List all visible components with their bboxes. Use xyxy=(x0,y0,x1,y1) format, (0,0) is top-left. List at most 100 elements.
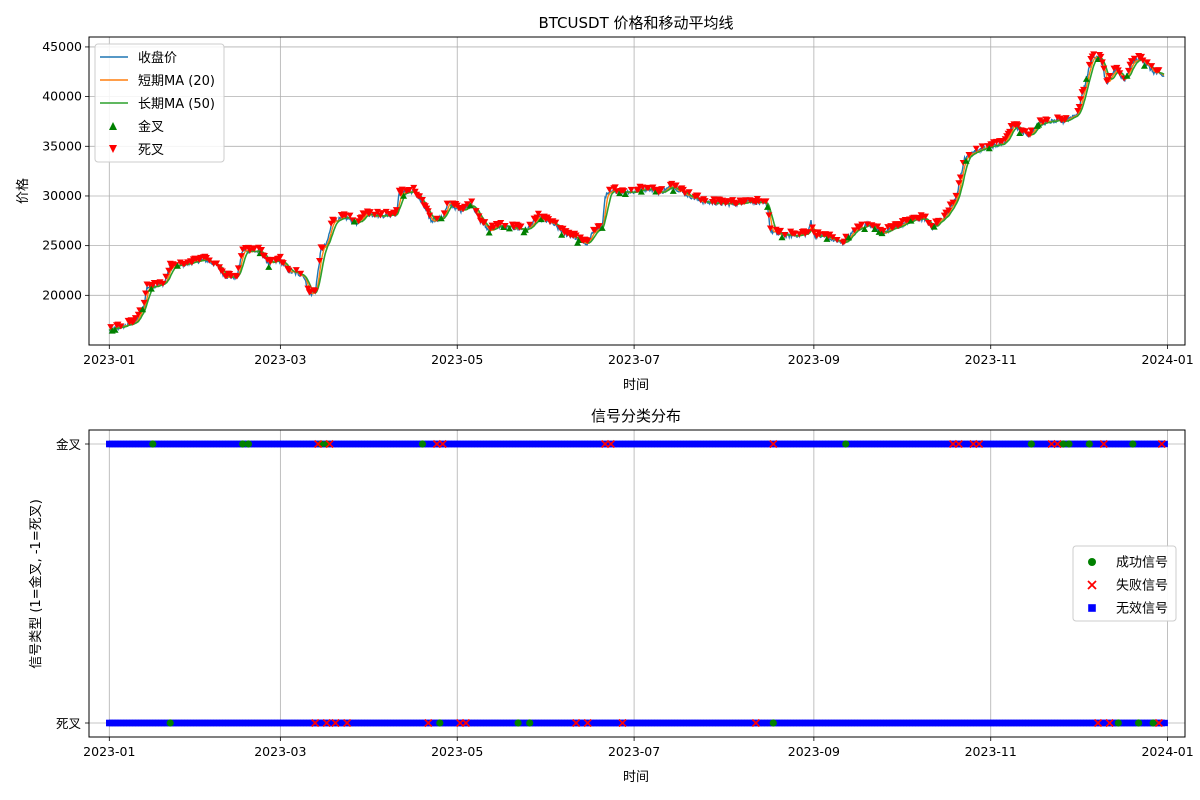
legend-marker-label-0: 金叉 xyxy=(138,119,164,135)
success-signal-point xyxy=(418,440,427,448)
legend-marker-1 xyxy=(109,145,117,153)
death-cross-marker xyxy=(443,200,451,207)
death-cross-marker xyxy=(952,192,960,199)
golden-cross-marker xyxy=(500,223,508,230)
golden-cross-marker xyxy=(521,226,529,233)
death-cross-marker xyxy=(1143,59,1151,66)
death-cross-marker xyxy=(285,267,293,274)
failed-signal-point xyxy=(322,718,331,728)
signal-legend-label-1: 失败信号 xyxy=(1116,579,1168,594)
death-cross-marker xyxy=(1043,117,1051,124)
success-signal-point xyxy=(1065,440,1073,448)
price-y-tick-label: 25000 xyxy=(42,238,82,253)
death-cross-marker xyxy=(142,290,150,297)
failed-signal-point xyxy=(1093,718,1103,728)
price-y-tick-label: 30000 xyxy=(42,188,82,203)
signal-chart-title: 信号分类分布 xyxy=(591,407,681,425)
death-cross-marker xyxy=(162,273,170,280)
signal-x-tick-label: 2023-11 xyxy=(965,744,1017,759)
death-cross-marker xyxy=(1075,104,1083,111)
price-chart-xlabel: 时间 xyxy=(623,378,649,393)
death-cross-marker xyxy=(1006,128,1014,135)
failed-signal-point xyxy=(1105,718,1114,728)
death-cross-marker xyxy=(366,209,374,216)
golden-cross-marker xyxy=(558,231,566,238)
death-cross-marker xyxy=(405,187,413,194)
death-cross-marker xyxy=(1022,128,1030,135)
golden-cross-marker xyxy=(823,235,831,242)
failed-signal-point xyxy=(948,439,958,449)
legend-label-1: 短期MA (20) xyxy=(138,74,215,89)
failed-signal-stroke xyxy=(948,439,958,449)
death-cross-marker xyxy=(378,210,386,217)
golden-cross-marker xyxy=(907,217,915,224)
death-cross-marker xyxy=(679,186,687,193)
death-cross-marker xyxy=(694,192,702,199)
failed-signal-point xyxy=(954,439,963,449)
death-cross-marker xyxy=(424,208,432,215)
failed-signal-point xyxy=(311,718,320,728)
death-cross-marker xyxy=(411,188,419,195)
death-cross-marker xyxy=(234,265,242,272)
success-signal-point xyxy=(1027,440,1035,448)
legend-invalid-marker xyxy=(1088,604,1096,612)
failed-signal-stroke xyxy=(1105,718,1114,728)
death-cross-marker xyxy=(672,182,680,189)
death-cross-marker xyxy=(711,199,719,206)
price-chart-ticks: 2023-01 2023-03 2023-05 2023-07 2023-09 2023-… xyxy=(42,39,1193,367)
success-signal-point xyxy=(1059,440,1067,448)
death-cross-marker xyxy=(733,200,741,207)
success-signal-point xyxy=(1129,440,1137,448)
golden-cross-marker xyxy=(466,202,474,209)
death-cross-marker xyxy=(945,207,953,214)
golden-cross-marker xyxy=(139,306,147,313)
death-cross-marker xyxy=(1027,127,1035,134)
failed-signal-stroke xyxy=(1047,439,1056,449)
price-x-tick-label: 2023-07 xyxy=(608,352,660,367)
death-cross-marker xyxy=(433,215,441,222)
failed-signal-stroke xyxy=(1099,439,1108,449)
golden-cross-marker xyxy=(437,215,445,222)
death-cross-marker xyxy=(611,184,619,191)
death-cross-marker xyxy=(330,217,338,224)
success-signal-point xyxy=(1135,719,1143,727)
price-chart-frame xyxy=(88,36,1186,346)
golden-cross-marker xyxy=(575,237,583,244)
failed-signal-point xyxy=(1053,439,1062,449)
failed-signal-point xyxy=(606,439,615,449)
death-cross-marker xyxy=(327,220,335,227)
failed-signal-stroke xyxy=(1154,718,1163,728)
death-cross-marker xyxy=(371,211,379,218)
failed-signal-stroke xyxy=(461,718,470,728)
death-cross-marker xyxy=(1139,57,1147,64)
invalid-signal-point xyxy=(1161,719,1168,727)
price-legend-box xyxy=(94,43,225,163)
legend-success-marker xyxy=(1088,558,1096,566)
signal-legend-label-2: 无效信号 xyxy=(1116,602,1168,617)
failed-signal-stroke xyxy=(432,439,442,449)
golden-cross-marker xyxy=(871,225,879,232)
failed-signal-stroke xyxy=(954,439,963,449)
death-cross-marker xyxy=(418,196,426,203)
death-cross-marker xyxy=(685,189,693,196)
death-cross-marker xyxy=(213,260,221,267)
short-ma-line xyxy=(108,56,1165,331)
price-chart-grid xyxy=(89,37,1185,345)
failed-signal-point xyxy=(969,439,978,449)
long-ma-line xyxy=(108,56,1165,332)
signal-x-tick-label: 2024-01 xyxy=(1141,744,1193,759)
death-cross-marker xyxy=(510,224,518,231)
golden-cross-marker xyxy=(400,192,408,199)
success-signal-point xyxy=(1085,440,1093,448)
success-signal-point xyxy=(166,719,174,727)
golden-cross-marker xyxy=(1035,121,1043,128)
death-cross-marker xyxy=(117,323,125,330)
failed-signal-point xyxy=(461,718,470,728)
death-cross-marker xyxy=(140,299,148,306)
death-cross-marker xyxy=(956,174,964,181)
death-cross-marker xyxy=(833,237,841,244)
golden-cross-marker xyxy=(669,187,677,194)
death-cross-marker xyxy=(463,201,471,208)
failed-signal-point xyxy=(975,439,984,449)
